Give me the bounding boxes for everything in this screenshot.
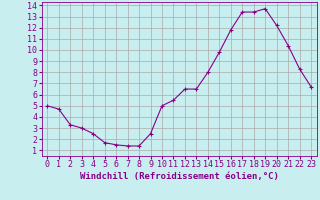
X-axis label: Windchill (Refroidissement éolien,°C): Windchill (Refroidissement éolien,°C) xyxy=(80,172,279,181)
